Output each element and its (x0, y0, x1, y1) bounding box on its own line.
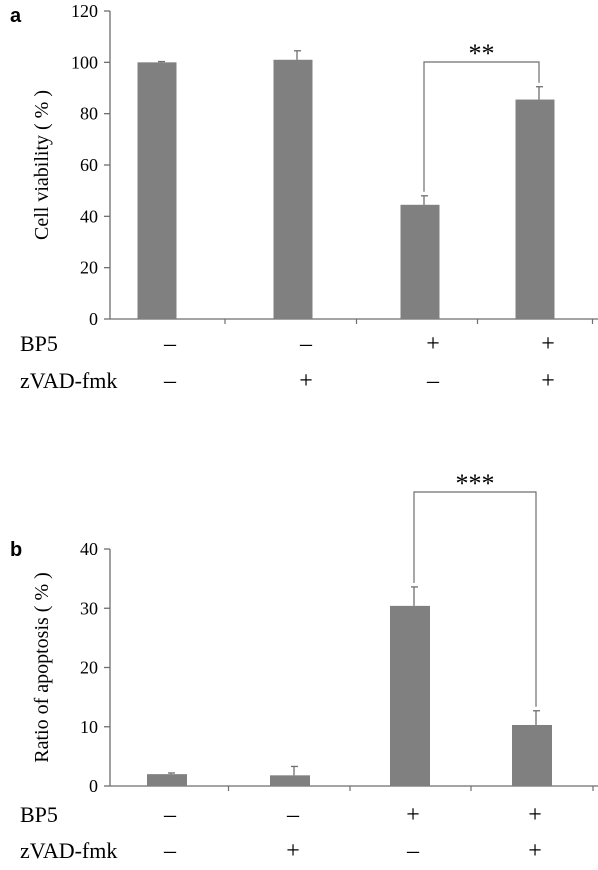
chart-panel-a: a Cell viability ( % ) 0 20 40 60 80 100 120 ** BP… (10, 1, 598, 394)
condition-sign: – (163, 802, 177, 828)
condition-sign: + (299, 368, 313, 394)
y-tick-label: 60 (80, 155, 98, 175)
y-tick-label: 40 (80, 206, 98, 226)
condition-sign: + (528, 838, 542, 864)
condition-sign: + (541, 331, 555, 357)
bar (512, 725, 552, 786)
y-tick-label: 20 (80, 258, 98, 278)
condition-sign: – (406, 838, 420, 864)
condition-sign: + (406, 802, 420, 828)
significance-label: *** (456, 469, 495, 498)
y-tick-label: 10 (80, 717, 98, 737)
y-tick-label: 30 (80, 598, 98, 618)
condition-sign: – (286, 802, 300, 828)
condition-sign: + (528, 802, 542, 828)
significance-label: ** (469, 39, 495, 68)
bar (401, 205, 440, 319)
condition-sign: – (426, 368, 440, 394)
y-tick-label: 20 (80, 658, 98, 678)
bar (138, 62, 177, 319)
condition-sign: + (541, 368, 555, 394)
condition-label: BP5 (20, 802, 58, 827)
condition-sign: – (299, 331, 313, 357)
panel-letter: b (10, 539, 22, 561)
condition-sign: – (163, 838, 177, 864)
y-tick-label: 120 (71, 1, 98, 21)
condition-label: zVAD-fmk (20, 838, 117, 863)
y-axis-label: Cell viability ( % ) (31, 90, 53, 240)
y-axis-label: Ratio of apoptosis ( % ) (31, 572, 53, 763)
bar (274, 60, 313, 319)
bar (270, 775, 310, 786)
condition-sign: – (163, 368, 177, 394)
y-tick-label: 80 (80, 104, 98, 124)
condition-sign: – (163, 331, 177, 357)
condition-label: zVAD-fmk (20, 368, 117, 393)
y-tick-label: 40 (80, 539, 98, 559)
condition-sign: + (286, 838, 300, 864)
y-tick-label: 100 (71, 52, 98, 72)
chart-panel-b: b Ratio of apoptosis ( % ) 0 10 20 30 40 *** BP5… (10, 469, 598, 864)
significance-bracket (414, 492, 536, 707)
bar (147, 774, 187, 786)
panel-letter: a (10, 5, 22, 27)
y-tick-label: 0 (89, 309, 98, 329)
bar (390, 606, 430, 786)
y-tick-label: 0 (89, 776, 98, 796)
condition-label: BP5 (20, 331, 58, 356)
bar (516, 100, 555, 319)
condition-sign: + (426, 331, 440, 357)
